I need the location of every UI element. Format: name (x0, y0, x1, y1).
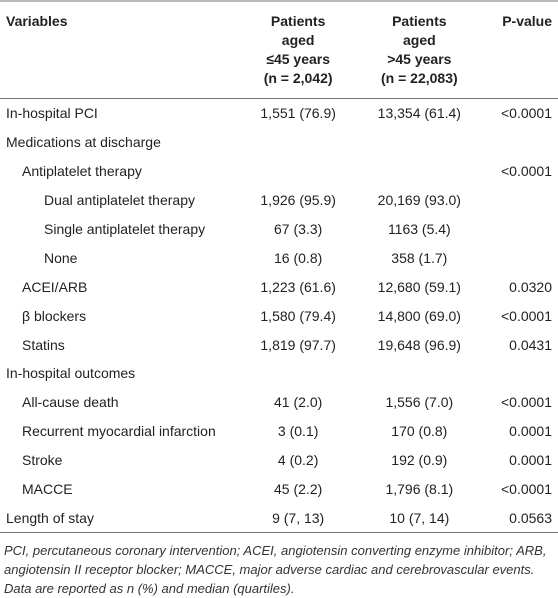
table-cell: 0.0001 (509, 423, 552, 440)
table-cell: 1,556 (7.0) (385, 394, 454, 411)
table-cell: 10 (7, 14) (358, 503, 481, 534)
table-cell: 0.0431 (509, 336, 552, 353)
table-cell: 9 (7, 13) (238, 503, 359, 534)
header-line: Patients (392, 13, 447, 29)
table-cell (238, 157, 358, 186)
table-row: Recurrent myocardial infarction 3 (0.1) 17… (0, 417, 558, 446)
table-cell (358, 157, 481, 186)
table-cell: 1,819 (97.7) (260, 336, 336, 353)
table-cell (238, 128, 358, 157)
table-row: Length of stay 9 (7, 13) 10 (7, 14) 0.0563 (0, 503, 558, 534)
table-cell: 41 (2.0) (274, 394, 323, 411)
header-line: (n = 22,083) (381, 70, 458, 86)
table-row: None 16 (0.8) 358 (1.7) (0, 243, 558, 272)
header-line: (n = 2,042) (263, 70, 333, 86)
table-cell: <0.0001 (501, 394, 552, 411)
table-cell: 358 (1.7) (391, 249, 448, 266)
table-cell: MACCE (22, 481, 73, 498)
table-cell: 45 (2.2) (274, 481, 323, 498)
table-cell: 1,551 (76.9) (260, 105, 336, 122)
table-cell (358, 359, 481, 388)
table-cell: 1,223 (61.6) (260, 278, 336, 295)
table-row: Dual antiplatelet therapy 1,926 (95.9) 20,… (0, 186, 558, 215)
header-line: Patients (270, 13, 326, 29)
table-row: ACEI/ARB 1,223 (61.6) 12,680 (59.1) 0.0320 (0, 272, 558, 301)
header-cell: Patients aged ≤45 years (n = 2,042) (238, 1, 359, 99)
header-cell: Patients aged >45 years (n = 22,083) (358, 1, 481, 99)
table-row: All-cause death 41 (2.0) 1,556 (7.0) <0.000… (0, 388, 558, 417)
table-cell (238, 359, 358, 388)
data-table: Variables Patients aged ≤45 years (n = 2,042… (0, 0, 558, 534)
table-cell (481, 186, 558, 215)
table-cell: 0.0563 (480, 503, 558, 534)
table-cell: Medications at discharge (6, 134, 161, 151)
table-cell: 16 (0.8) (274, 249, 323, 266)
table-cell: 13,354 (61.4) (377, 105, 461, 122)
header-line: aged (402, 32, 436, 48)
table-row: In-hospital outcomes (0, 359, 558, 388)
header-cell: Variables (0, 1, 239, 99)
table-cell: 12,680 (59.1) (377, 278, 461, 295)
header-line: aged (281, 32, 315, 48)
table-cell: 1,796 (8.1) (385, 481, 454, 498)
table-cell: <0.0001 (501, 163, 552, 180)
table-cell: 1,926 (95.9) (260, 192, 336, 209)
table-cell: β blockers (22, 307, 87, 324)
table-row: Medications at discharge (0, 128, 558, 157)
table-cell (358, 128, 481, 157)
table-cell (481, 128, 558, 157)
header-line: >45 years (387, 51, 452, 67)
table-cell: Length of stay (0, 503, 239, 534)
footnote: PCI, percutaneous coronary intervention;… (4, 543, 547, 597)
table-cell: Single antiplatelet therapy (44, 221, 206, 237)
table-cell: 3 (0.1) (277, 423, 319, 440)
table-row: MACCE 45 (2.2) 1,796 (8.1) <0.0001 (0, 475, 558, 504)
table-row: In-hospital PCI 1,551 (76.9) 13,354 (61.4)… (0, 99, 558, 128)
table-cell: 192 (0.9) (391, 452, 448, 469)
table-row: Stroke 4 (0.2) 192 (0.9) 0.0001 (0, 446, 558, 475)
header-row: Variables Patients aged ≤45 years (n = 2,042… (0, 1, 558, 99)
header-cell: P-value (480, 1, 558, 99)
table-cell: <0.0001 (501, 105, 552, 122)
table-cell: 1163 (5.4) (387, 221, 451, 237)
table-cell: 4 (0.2) (277, 452, 319, 469)
table-cell: 67 (3.3) (274, 221, 323, 237)
table-cell: ACEI/ARB (22, 278, 88, 295)
table-row: Single antiplatelet therapy 67 (3.3) 1163 … (0, 215, 558, 244)
table-cell: 0.0320 (509, 278, 552, 295)
table-row: Antiplatelet therapy <0.0001 (0, 157, 558, 186)
header-line: ≤45 years (266, 51, 331, 67)
header-line: P-value (502, 13, 552, 29)
table-cell: <0.0001 (501, 307, 552, 324)
table-cell: 20,169 (93.0) (377, 192, 461, 209)
table-cell: Dual antiplatelet therapy (44, 192, 195, 209)
table-cell: Recurrent myocardial infarction (22, 423, 216, 440)
table-cell (481, 243, 558, 272)
table-cell: Statins (22, 336, 65, 353)
header-line: Variables (6, 13, 68, 29)
table-body: In-hospital PCI 1,551 (76.9) 13,354 (61.4)… (0, 99, 558, 534)
table-cell: <0.0001 (501, 481, 552, 498)
table-cell: 170 (0.8) (391, 423, 448, 440)
table-cell: In-hospital outcomes (6, 365, 136, 382)
table-cell: 0.0001 (509, 452, 552, 469)
table-cell: 1,580 (79.4) (260, 307, 336, 324)
table-cell: Stroke (22, 452, 63, 469)
table-row: β blockers 1,580 (79.4) 14,800 (69.0) <0.00… (0, 301, 558, 330)
table-cell: All-cause death (22, 394, 119, 411)
table-cell: 14,800 (69.0) (377, 307, 461, 324)
table-cell: Antiplatelet therapy (22, 163, 142, 180)
table-cell (481, 215, 558, 244)
table-cell: In-hospital PCI (6, 105, 98, 122)
table-cell: None (44, 249, 78, 266)
table-cell (481, 359, 558, 388)
table-row: Statins 1,819 (97.7) 19,648 (96.9) 0.0431 (0, 330, 558, 359)
table-cell: 19,648 (96.9) (377, 336, 461, 353)
